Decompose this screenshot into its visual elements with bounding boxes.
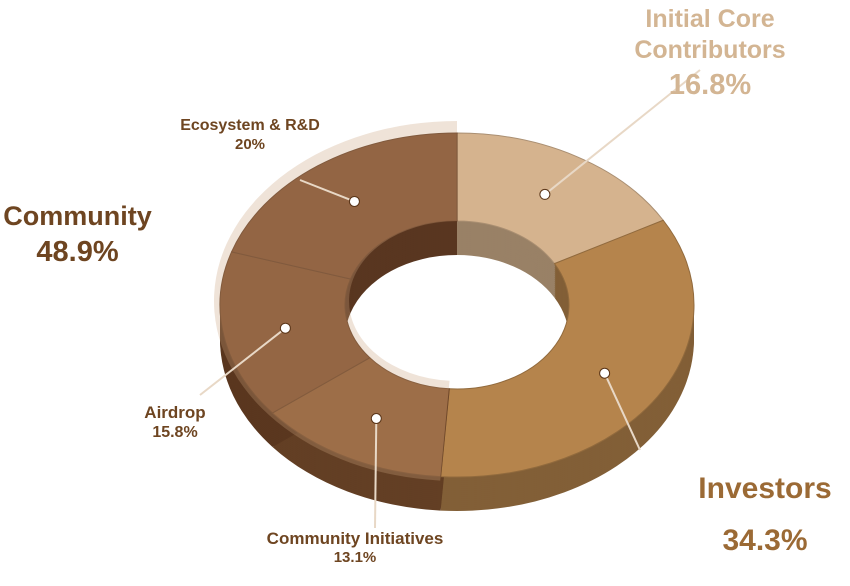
group-arc	[213, 121, 457, 481]
group-label-name: Community	[3, 201, 152, 231]
group-label-value: 48.9%	[36, 235, 119, 268]
segment-label-name: Initial Core Contributors	[634, 5, 786, 65]
leader-dot	[348, 195, 360, 207]
leader-dot	[279, 322, 291, 334]
segment-label-name: Investors	[698, 472, 832, 505]
leader-dot	[539, 188, 551, 200]
segment-label-name: Ecosystem & R&D	[180, 117, 320, 134]
leader-dot	[370, 412, 382, 424]
segment-label-value: 15.8%	[152, 424, 198, 442]
segment	[271, 357, 450, 478]
segment-label-value: 13.1%	[333, 549, 377, 567]
group-label: Community 48.9%	[0, 200, 155, 270]
segment	[219, 251, 371, 414]
leader-dot	[599, 367, 611, 379]
segment-label: Investors 34.3%	[680, 470, 850, 559]
segment-label-name: Community Initiatives	[266, 529, 444, 548]
leader-line	[299, 179, 355, 203]
segment-label-value: 16.8%	[668, 68, 752, 101]
leader-line	[374, 418, 378, 529]
segment-label: Community Initiatives 13.1%	[245, 528, 465, 568]
segment-label-value: 34.3%	[722, 523, 808, 557]
leader-line	[603, 372, 641, 451]
segment-label: Ecosystem & R&D 20%	[150, 116, 350, 155]
segment-label: Airdrop 15.8%	[120, 402, 230, 443]
segment	[440, 219, 695, 478]
segment-label-name: Airdrop	[144, 403, 206, 422]
segment-label-value: 20%	[234, 136, 266, 153]
segment	[456, 132, 665, 265]
segment-label: Initial Core Contributors 16.8%	[610, 4, 810, 103]
leader-line	[544, 69, 701, 196]
segment	[230, 132, 458, 280]
leader-line	[199, 327, 287, 396]
